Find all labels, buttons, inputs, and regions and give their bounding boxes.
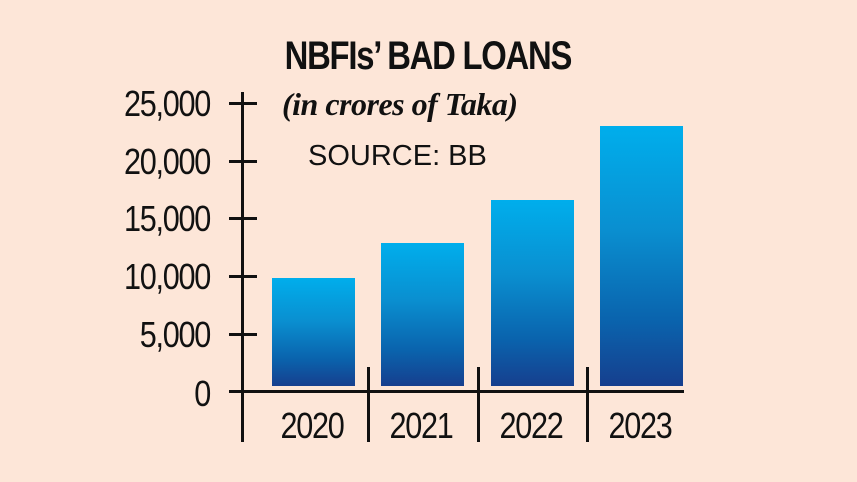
y-tick-5000 [229,333,257,336]
y-tick-20000 [229,160,257,163]
y-tick-25000 [229,102,257,105]
y-tick-10000 [229,275,257,278]
x-separator-3 [586,367,589,442]
y-label-5000: 5,000 [139,314,211,355]
bar-2021 [381,243,464,386]
x-label-2023: 2023 [608,405,673,446]
x-separator-1 [367,367,370,442]
y-label-25000: 25,000 [124,83,211,124]
y-label-10000: 10,000 [124,256,211,297]
chart-source: SOURCE: BB [308,140,487,172]
x-separator-2 [477,367,480,442]
y-label-20000: 20,000 [124,141,211,182]
bar-2023 [600,126,683,386]
chart-title: NBFIs’ BAD LOANS [284,34,573,78]
y-tick-15000 [229,217,257,220]
y-label-15000: 15,000 [124,198,211,239]
bar-2020 [272,278,355,386]
x-axis-line [229,390,684,393]
x-label-2022: 2022 [499,405,564,446]
y-label-0: 0 [194,373,211,414]
x-label-2020: 2020 [280,405,345,446]
bar-2022 [491,200,574,386]
x-label-2021: 2021 [389,405,454,446]
chart-subtitle: (in crores of Taka) [282,86,518,122]
y-axis-line [241,92,244,442]
